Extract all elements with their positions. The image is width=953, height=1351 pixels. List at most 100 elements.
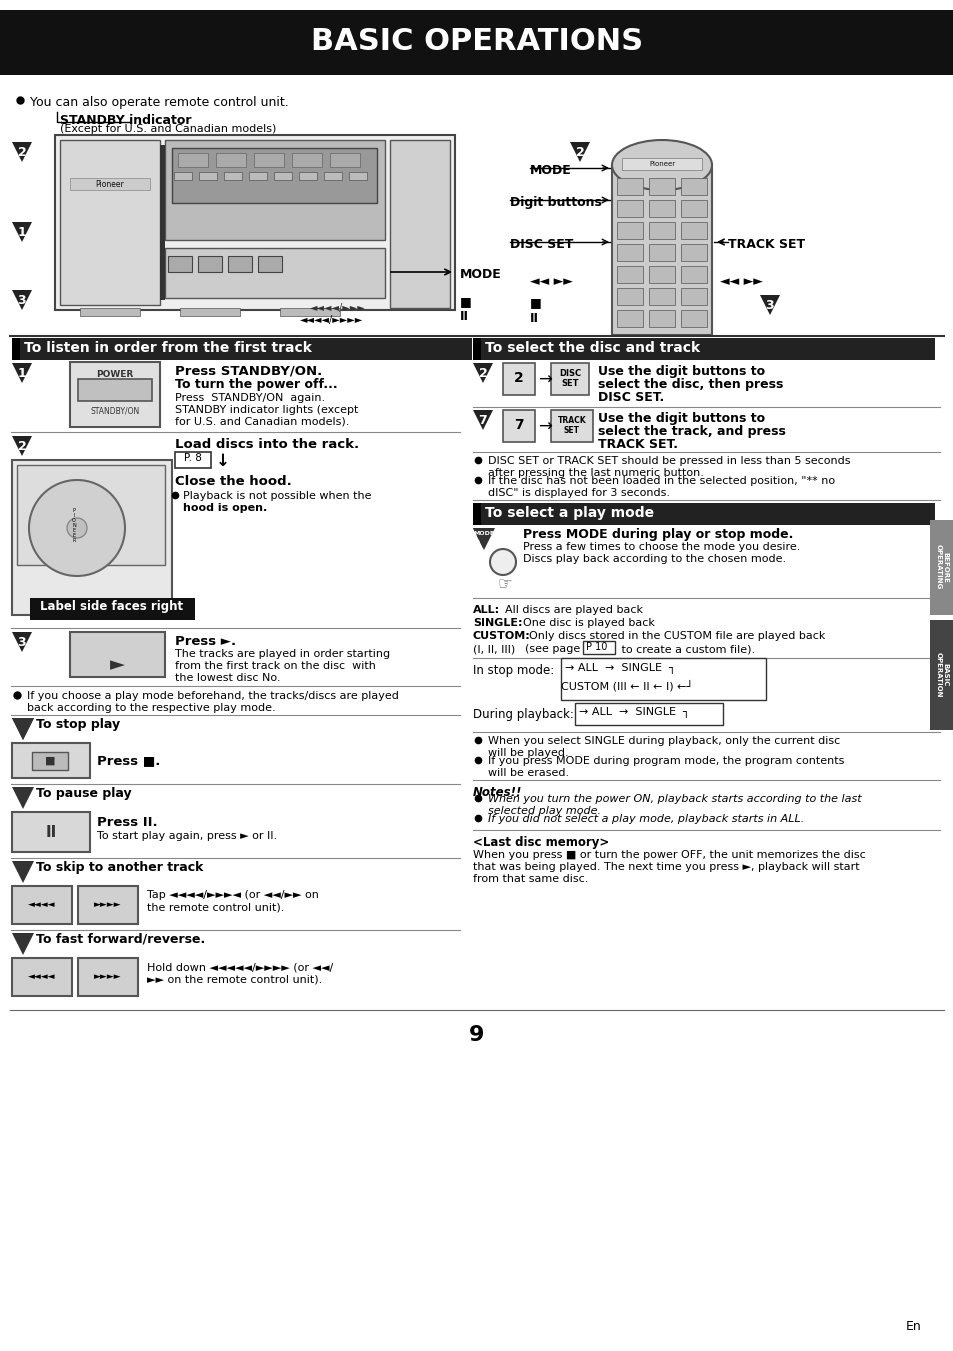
Bar [12,958,71,996]
Bar [70,178,150,190]
Text: → ALL  →  SINGLE  ┐: → ALL → SINGLE ┐ [564,663,675,674]
Text: ◄◄◄◄/►►►►: ◄◄◄◄/►►►► [299,315,363,326]
Circle shape [67,517,87,538]
Bar [473,503,480,526]
Text: When you select SINGLE during playback, only the current disc: When you select SINGLE during playback, … [488,736,840,746]
Text: To turn the power off...: To turn the power off... [174,378,337,390]
Text: ►►►►: ►►►► [94,900,122,909]
Text: You can also operate remote control unit.: You can also operate remote control unit… [30,96,289,109]
Text: Digit buttons: Digit buttons [510,196,601,209]
Bar [575,703,722,725]
Bar [178,153,208,168]
Text: STANDBY/ON: STANDBY/ON [91,407,139,416]
Text: <Last disc memory>: <Last disc memory> [473,836,609,848]
Text: Pioneer: Pioneer [648,161,675,168]
Text: ◄◄◄◄/►►►: ◄◄◄◄/►►► [310,303,365,313]
Text: STANDBY indicator lights (except: STANDBY indicator lights (except [174,405,358,415]
Text: Close the hood.: Close the hood. [174,476,292,488]
Text: select the track, and press: select the track, and press [598,426,785,438]
Text: (I, II, III): (I, II, III) [473,644,515,654]
Text: E: E [72,528,75,534]
Text: SET: SET [560,380,578,388]
Text: 9: 9 [469,1025,484,1046]
Bar [680,245,706,261]
Bar [199,172,216,180]
Text: ALL:: ALL: [473,605,499,615]
Polygon shape [473,363,493,382]
Bar [390,141,450,308]
Text: ■: ■ [45,757,55,766]
Bar [165,141,385,240]
Bar [30,598,194,620]
Bar [582,640,615,654]
Text: Label side faces right: Label side faces right [40,600,183,613]
Bar [228,255,252,272]
Bar [12,886,71,924]
Text: If you press MODE during program mode, the program contents: If you press MODE during program mode, t… [488,757,843,766]
Bar [280,308,339,316]
Bar [349,172,367,180]
Text: ►►►►: ►►►► [94,971,122,981]
Text: Discs play back according to the chosen mode.: Discs play back according to the chosen … [522,554,785,563]
Text: Load discs into the rack.: Load discs into the rack. [174,438,358,451]
Text: → ALL  →  SINGLE  ┐: → ALL → SINGLE ┐ [578,707,689,717]
Text: ◄◄ ►►: ◄◄ ►► [720,276,766,288]
Text: ↓: ↓ [215,453,230,470]
Text: 7: 7 [514,417,523,432]
Bar [160,145,165,300]
Bar [0,76,953,85]
Bar [617,178,642,195]
Text: 2: 2 [514,372,523,385]
Bar [617,245,642,261]
Bar [78,886,138,924]
Bar [473,338,480,359]
Text: back according to the respective play mode.: back according to the respective play mo… [27,703,275,713]
Text: STANDBY indicator: STANDBY indicator [60,113,192,127]
Polygon shape [760,295,780,315]
Text: ◄◄◄◄: ◄◄◄◄ [29,900,55,909]
Text: 7: 7 [478,413,487,427]
Bar [292,153,322,168]
Text: To select the disc and track: To select the disc and track [484,340,700,355]
Text: 3: 3 [18,636,27,648]
Bar [0,0,953,9]
Bar [173,172,192,180]
Text: ☞: ☞ [497,576,513,593]
Bar [648,309,675,327]
Bar [257,255,282,272]
Bar [165,249,385,299]
Text: If you choose a play mode beforehand, the tracks/discs are played: If you choose a play mode beforehand, th… [27,690,398,701]
Text: TRACK: TRACK [558,416,586,426]
Bar [12,743,90,778]
Text: ■: ■ [459,295,471,308]
Text: E: E [72,534,75,538]
Bar [12,459,172,615]
Polygon shape [473,409,493,430]
Text: Pioneer: Pioneer [95,180,124,189]
Bar [680,222,706,239]
Text: BEFORE
OPERATING: BEFORE OPERATING [934,544,947,589]
Bar [648,266,675,282]
Polygon shape [12,861,34,884]
Bar [298,172,316,180]
Bar [560,658,765,700]
Bar [648,222,675,239]
Text: R: R [72,538,75,543]
Text: P. 8: P. 8 [184,453,202,463]
Text: BASIC OPERATIONS: BASIC OPERATIONS [311,27,642,57]
Text: II: II [46,825,56,840]
Polygon shape [12,436,32,457]
Text: 2: 2 [478,367,487,380]
Polygon shape [12,717,34,740]
Text: If you did not select a play mode, playback starts in ALL.: If you did not select a play mode, playb… [488,815,803,824]
Bar [617,288,642,305]
Bar [551,409,593,442]
Bar [473,503,934,526]
Text: All discs are played back: All discs are played back [504,605,642,615]
Text: To select a play mode: To select a play mode [484,507,654,520]
Text: Hold down ◄◄◄◄◄/►►►► (or ◄◄/: Hold down ◄◄◄◄◄/►►►► (or ◄◄/ [147,962,333,971]
Bar [551,363,588,394]
Text: II: II [530,312,538,326]
Text: 3: 3 [765,299,774,312]
Bar [648,245,675,261]
